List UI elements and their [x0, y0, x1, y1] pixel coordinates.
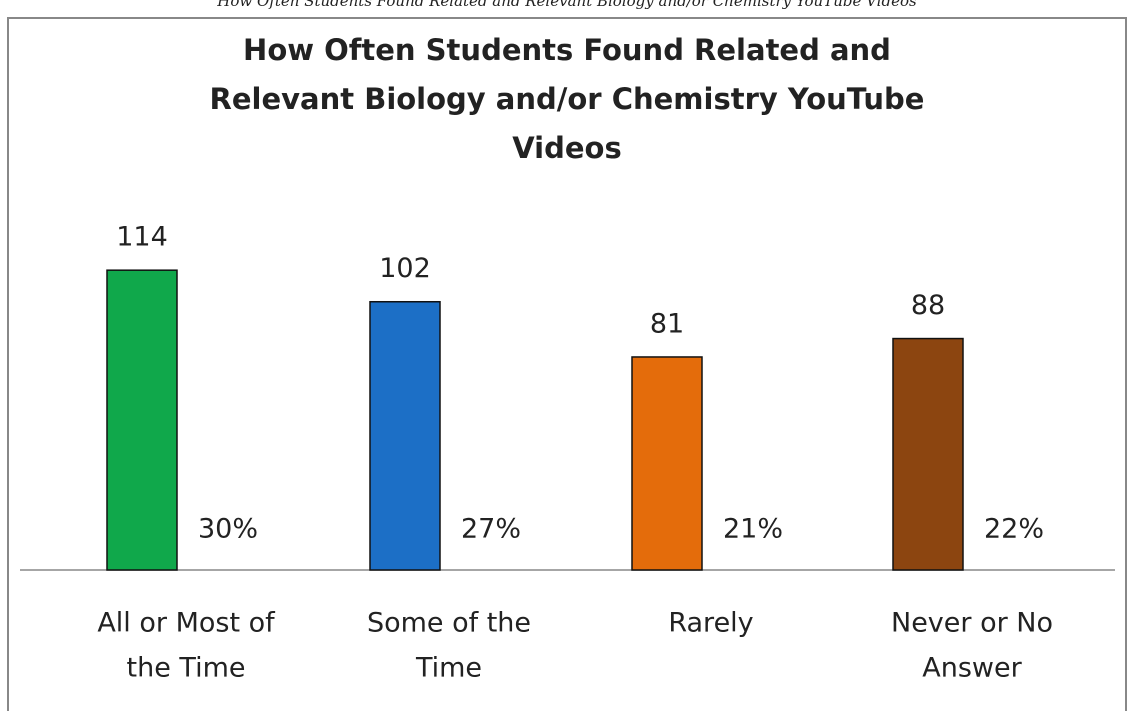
- bar: [369, 300, 441, 571]
- bar: [631, 356, 703, 571]
- chart-title: How Often Students Found Related and: [243, 33, 891, 67]
- value-label: 81: [650, 308, 684, 339]
- percentage-label: 22%: [984, 514, 1044, 545]
- chart-title: Videos: [512, 131, 622, 165]
- bar: [892, 337, 964, 571]
- x-tick-label: Rarely: [668, 608, 753, 639]
- value-label: 102: [379, 253, 431, 284]
- x-tick-label: All or Most of: [97, 608, 276, 639]
- percentage-label: 21%: [723, 514, 783, 545]
- x-tick-label: Some of the: [367, 608, 531, 639]
- percentage-label: 30%: [198, 514, 258, 545]
- caption: How Often Students Found Related and Rel…: [216, 0, 917, 10]
- x-tick-label: Answer: [922, 653, 1022, 684]
- x-tick-label: the Time: [127, 653, 246, 684]
- x-tick-label: Time: [415, 653, 482, 684]
- x-tick-label: Never or No: [891, 608, 1053, 639]
- value-label: 114: [116, 222, 168, 253]
- percentage-label: 27%: [461, 514, 521, 545]
- chart-title: Relevant Biology and/or Chemistry YouTub…: [210, 82, 925, 116]
- value-label: 88: [911, 290, 945, 321]
- bar: [106, 269, 178, 571]
